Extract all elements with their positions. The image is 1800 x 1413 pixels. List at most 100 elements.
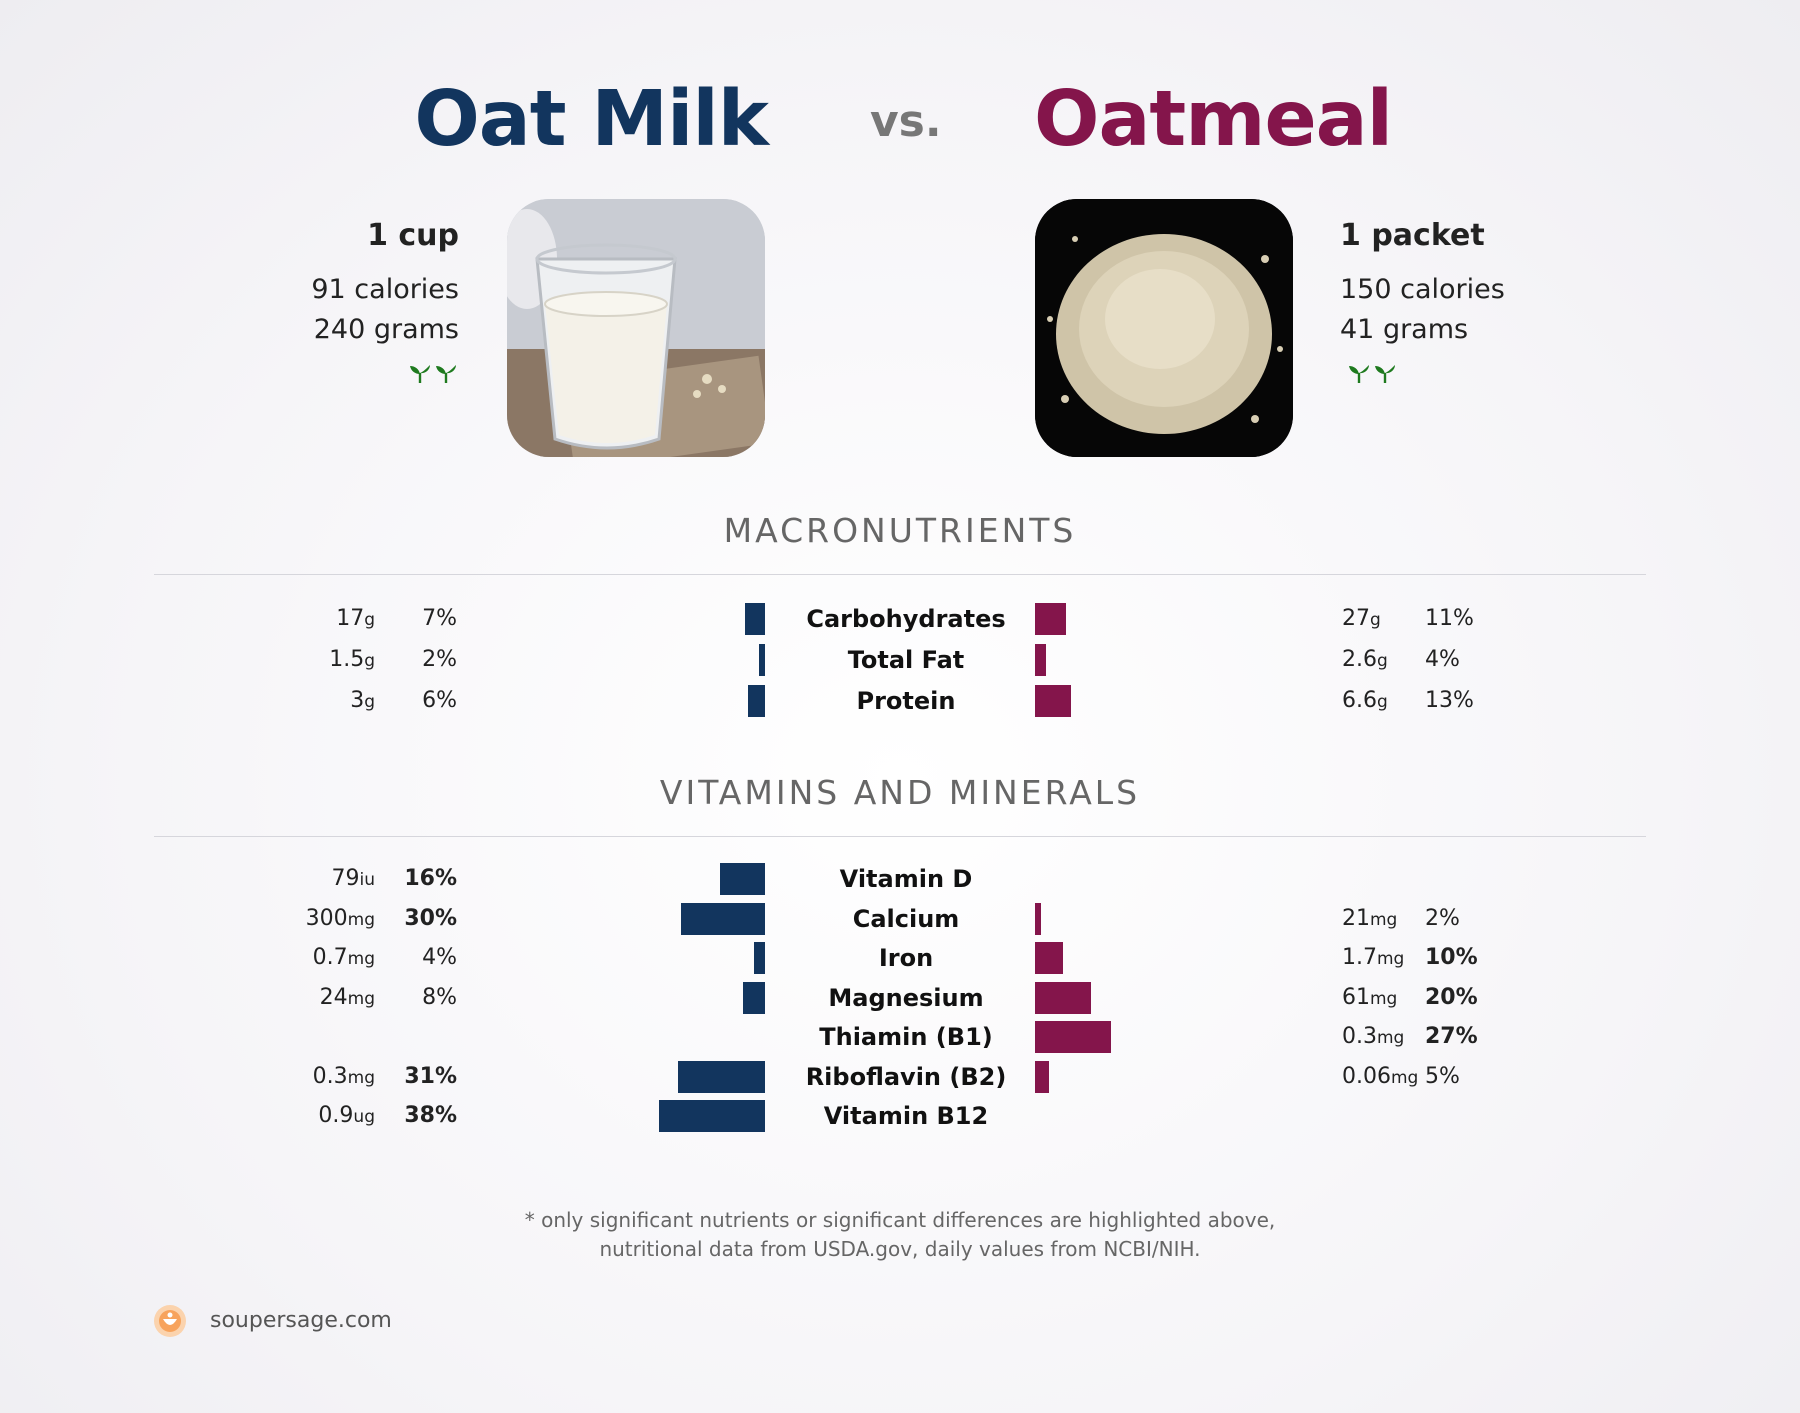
left-amount-value: 0.7 (312, 945, 348, 970)
left-daily-value: 7% (422, 606, 457, 631)
right-amount: 2.6g (1342, 641, 1388, 680)
right-bar (1035, 685, 1072, 717)
left-grams: 240 grams (313, 314, 459, 345)
right-amount-unit: mg (1370, 909, 1398, 930)
nutrient-name: Magnesium (828, 983, 984, 1012)
right-amount: 6.6g (1342, 682, 1388, 721)
left-amount: 0.3mg (313, 1058, 375, 1097)
left-amount-unit: g (364, 610, 375, 630)
vegan-leaf-icon (410, 365, 430, 383)
right-daily-value: 4% (1425, 647, 1460, 672)
right-amount-unit: mg (1370, 988, 1398, 1009)
right-calories: 150 calories (1340, 274, 1505, 305)
left-amount: 300mg (306, 900, 375, 939)
right-amount: 1.7mg (1342, 939, 1404, 978)
nutrient-row: 0.3mg 31% Riboflavin (B2) 0.06mg 5% (0, 1058, 1800, 1096)
right-bar (1035, 1021, 1111, 1053)
nutrient-row: 0.9ug 38% Vitamin B12 (0, 1097, 1800, 1135)
nutrient-name: Carbohydrates (806, 605, 1006, 633)
right-amount-value: 0.06 (1342, 1063, 1391, 1089)
nutrient-name: Calcium (852, 904, 960, 933)
right-bar (1035, 902, 1041, 935)
right-bar (1035, 603, 1066, 635)
right-amount: 27g (1342, 600, 1381, 639)
right-bar (1035, 644, 1047, 676)
left-daily-value: 6% (422, 688, 457, 713)
nutrient-row: 79iu 16% Vitamin D (0, 860, 1800, 898)
left-daily-value: 38% (404, 1103, 457, 1128)
left-bar (658, 1100, 765, 1132)
left-bar (753, 942, 765, 974)
nutrient-name: Riboflavin (B2) (805, 1062, 1007, 1091)
right-amount: 0.06mg (1342, 1058, 1418, 1097)
left-amount: 79iu (332, 860, 376, 899)
nutrient-row: 1.5g 2% Total Fat 2.6g 4% (0, 641, 1800, 679)
left-amount-value: 3 (350, 688, 365, 713)
right-daily-value: 5% (1425, 1063, 1460, 1089)
right-amount-unit: g (1370, 610, 1381, 630)
section-divider (154, 574, 1646, 575)
right-amount-unit: g (1377, 692, 1388, 712)
left-amount-unit: mg (347, 1067, 375, 1088)
left-amount: 17g (336, 600, 375, 639)
right-food-title: Oatmeal (1034, 75, 1393, 164)
right-amount-value: 6.6 (1342, 688, 1377, 713)
left-bar (748, 685, 765, 717)
right-amount-unit: mg (1377, 1028, 1405, 1048)
vs-label: vs. (870, 96, 942, 147)
right-daily-value: 10% (1425, 945, 1478, 970)
right-daily-value: 11% (1425, 606, 1474, 631)
vegan-leaf-icon (436, 365, 456, 383)
left-food-title: Oat Milk (414, 75, 769, 164)
left-amount-unit: mg (347, 909, 375, 930)
nutrient-name: Protein (856, 687, 956, 715)
left-amount: 0.9ug (318, 1097, 375, 1136)
nutrient-row: 24mg 8% Magnesium 61mg 20% (0, 979, 1800, 1017)
right-amount-value: 0.3 (1342, 1024, 1377, 1049)
left-amount-unit: iu (359, 870, 376, 890)
right-amount-unit: g (1377, 651, 1388, 671)
nutrient-name: Iron (878, 944, 934, 972)
right-grams: 41 grams (1340, 314, 1469, 345)
nutrient-row: 17g 7% Carbohydrates 27g 11% (0, 600, 1800, 638)
footnote-line-1: * only significant nutrients or signific… (524, 1208, 1276, 1232)
nutrient-row: 3 g 6% Protein 6.6g 13% (0, 682, 1800, 720)
right-daily-value: 13% (1425, 688, 1474, 713)
right-amount-value: 61 (1342, 984, 1370, 1010)
left-amount: 24mg (320, 979, 375, 1018)
oat-milk-photo (507, 199, 765, 457)
left-bar (720, 863, 765, 895)
nutrient-row: 300mg 30% Calcium 21mg 2% (0, 900, 1800, 938)
right-daily-value: 27% (1425, 1024, 1478, 1049)
left-amount: 1.5g (329, 641, 375, 680)
left-amount-value: 17 (336, 606, 365, 631)
right-amount: 21mg (1342, 900, 1397, 939)
vitamins-minerals-heading: VITAMINS AND MINERALS (659, 773, 1141, 812)
right-bar (1035, 981, 1091, 1014)
vegan-leaf-icon (1375, 365, 1395, 383)
nutrient-row: Thiamin (B1) 0.3mg 27% (0, 1018, 1800, 1056)
brand-link[interactable]: soupersage.com (210, 1308, 392, 1333)
left-amount-unit: mg (347, 949, 375, 969)
nutrient-name: Total Fat (847, 646, 965, 674)
right-amount-value: 27 (1342, 606, 1370, 631)
macronutrients-heading: MACRONUTRIENTS (723, 511, 1077, 550)
nutrient-row: 0.7mg 4% Iron 1.7mg 10% (0, 939, 1800, 977)
right-amount: 0.3mg (1342, 1018, 1404, 1057)
left-bar (759, 644, 765, 676)
left-bar (678, 1060, 765, 1093)
nutrient-name: Thiamin (B1) (819, 1023, 993, 1051)
right-bar (1035, 942, 1063, 974)
right-amount-value: 1.7 (1342, 945, 1377, 970)
left-bar (745, 603, 765, 635)
left-bar (681, 902, 765, 935)
left-amount: 0.7mg (313, 939, 375, 978)
left-daily-value: 16% (404, 866, 457, 891)
left-daily-value: 2% (422, 647, 457, 672)
left-daily-value: 4% (422, 945, 457, 970)
left-amount-value: 1.5 (329, 647, 365, 672)
left-amount-unit: ug (353, 1107, 375, 1127)
left-amount-value: 0.9 (318, 1103, 354, 1128)
right-amount: 61mg (1342, 979, 1397, 1018)
right-daily-value: 20% (1425, 984, 1478, 1010)
